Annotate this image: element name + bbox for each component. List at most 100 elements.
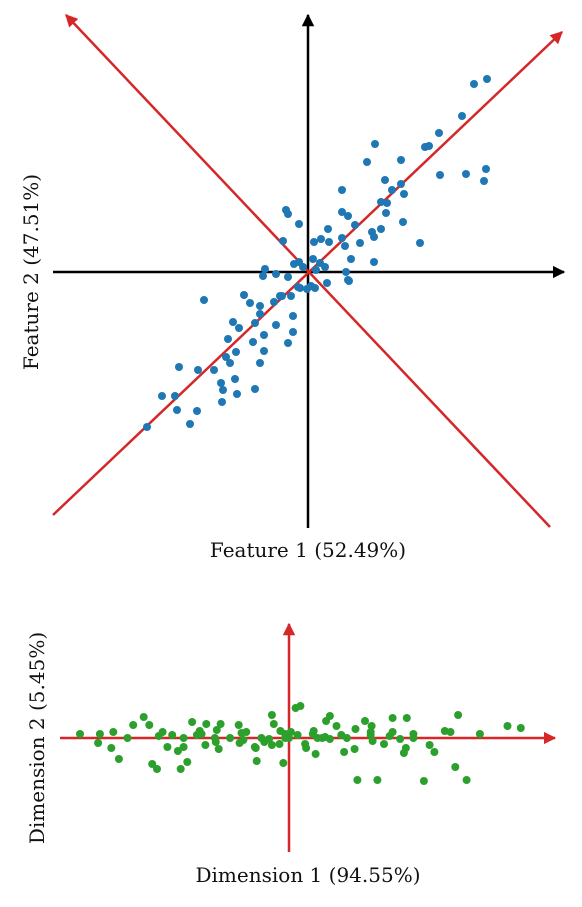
scatter-point	[451, 763, 460, 771]
scatter-point	[371, 140, 379, 148]
scatter-point	[383, 199, 391, 207]
scatter-point	[233, 390, 241, 398]
scatter-point	[279, 759, 288, 767]
scatter-point	[260, 331, 268, 339]
scatter-point	[361, 717, 369, 725]
scatter-point	[396, 735, 405, 743]
scatter-point	[267, 741, 276, 749]
scatter-point	[232, 348, 240, 356]
scatter-point	[188, 718, 197, 726]
scatter-point	[312, 266, 320, 274]
scatter-points	[76, 702, 525, 785]
scatter-point	[470, 80, 478, 88]
scatter-point	[173, 747, 182, 755]
scatter-point	[94, 739, 103, 747]
scatter-point	[175, 363, 183, 371]
scatter-point	[366, 731, 375, 739]
scatter-point	[261, 265, 269, 273]
scatter-point	[483, 75, 491, 83]
scatter-point	[235, 324, 243, 332]
scatter-point	[310, 238, 318, 246]
scatter-point	[344, 212, 352, 220]
scatter-point	[475, 730, 484, 738]
scatter-point	[197, 730, 206, 738]
scatter-point	[302, 744, 311, 752]
scatter-point	[259, 272, 267, 280]
scatter-point	[265, 735, 274, 743]
scatter-point	[347, 255, 355, 263]
scatter-point	[219, 386, 227, 394]
scatter-point	[399, 218, 407, 226]
scatter-point	[242, 728, 251, 736]
scatter-point	[210, 734, 219, 742]
scatter-point	[351, 725, 360, 733]
scatter-point	[462, 170, 470, 178]
scatter-point	[356, 239, 364, 247]
scatter-point	[341, 242, 349, 250]
scatter-point	[290, 260, 298, 268]
scatter-point	[252, 757, 261, 765]
scatter-point	[370, 258, 378, 266]
feature-scatter-plot: Feature 1 (52.49%) Feature 2 (47.51%)	[19, 13, 566, 562]
component-axis-ascending	[52, 31, 563, 516]
scatter-point	[345, 277, 353, 285]
scatter-point	[270, 298, 278, 306]
scatter-point	[229, 318, 237, 326]
scatter-point	[338, 186, 346, 194]
y-axis-label: Feature 2 (47.51%)	[19, 174, 43, 370]
scatter-point	[397, 180, 405, 188]
scatter-point	[222, 353, 230, 361]
scatter-point	[435, 129, 443, 137]
dimension-scatter-plot: Dimension 1 (94.55%) Dimension 2 (5.45%)	[25, 622, 557, 887]
scatter-point	[153, 765, 161, 773]
scatter-point	[107, 744, 116, 752]
y-axis-label: Dimension 2 (5.45%)	[25, 632, 49, 844]
scatter-point	[363, 158, 371, 166]
scatter-point	[381, 176, 389, 184]
scatter-point	[380, 740, 388, 748]
scatter-point	[234, 721, 243, 729]
scatter-point	[260, 347, 268, 355]
scatter-point	[311, 284, 319, 292]
scatter-point	[171, 392, 179, 400]
scatter-point	[158, 392, 166, 400]
scatter-point	[240, 291, 248, 299]
scatter-point	[139, 713, 148, 721]
scatter-point	[377, 198, 385, 206]
scatter-point	[275, 740, 284, 748]
scatter-point	[382, 209, 390, 217]
scatter-point	[186, 420, 194, 428]
scatter-point	[210, 366, 218, 374]
scatter-point	[76, 730, 84, 738]
scatter-point	[338, 208, 346, 216]
scatter-point	[323, 279, 331, 287]
scatter-point	[269, 720, 278, 728]
scatter-point	[340, 748, 349, 756]
scatter-point	[256, 310, 264, 318]
scatter-point	[388, 728, 397, 736]
scatter-point	[516, 724, 525, 732]
scatter-point	[200, 296, 208, 304]
scatter-point	[458, 112, 466, 120]
scatter-point	[309, 727, 318, 735]
scatter-point	[256, 359, 264, 367]
scatter-point	[281, 730, 290, 738]
scatter-point	[503, 722, 512, 730]
scatter-point	[284, 273, 292, 281]
scatter-point	[368, 737, 377, 745]
scatter-point	[218, 398, 226, 406]
scatter-point	[397, 156, 405, 164]
scatter-point	[114, 755, 123, 763]
scatter-point	[256, 302, 264, 310]
scatter-point	[332, 722, 341, 730]
scatter-point	[201, 741, 210, 749]
scatter-point	[284, 210, 292, 218]
scatter-point	[217, 379, 225, 387]
scatter-point	[436, 171, 444, 179]
scatter-point	[272, 270, 280, 278]
scatter-point	[216, 720, 225, 728]
scatter-point	[289, 312, 297, 320]
scatter-point	[353, 776, 362, 784]
scatter-point	[272, 321, 280, 329]
